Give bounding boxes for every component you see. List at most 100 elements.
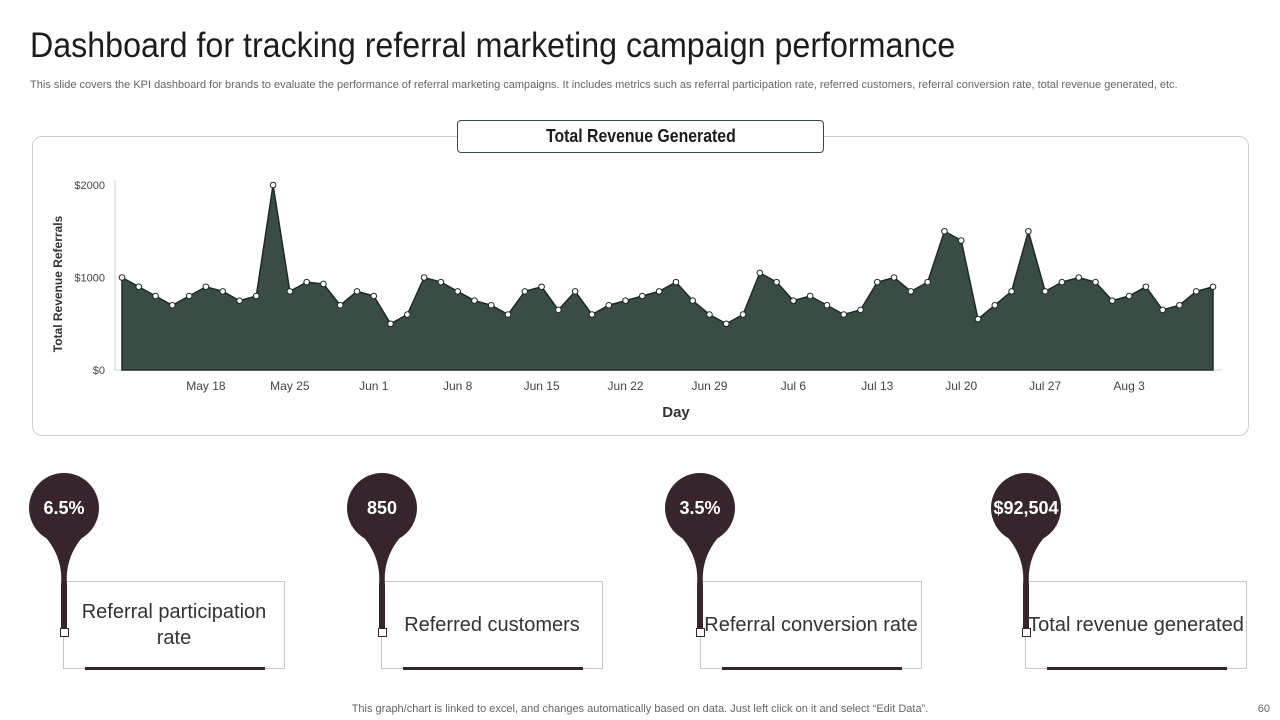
data-point[interactable] — [588, 311, 596, 318]
data-point[interactable] — [370, 292, 378, 300]
data-point[interactable] — [454, 288, 461, 295]
data-point[interactable] — [790, 297, 797, 304]
data-point[interactable] — [874, 278, 881, 286]
kpi-underline — [403, 667, 583, 670]
data-point[interactable] — [655, 288, 663, 295]
data-point[interactable] — [1058, 278, 1066, 286]
data-point[interactable] — [756, 269, 764, 277]
data-point[interactable] — [487, 301, 495, 309]
data-point[interactable] — [320, 280, 327, 288]
kpi-label-box: Total revenue generated — [1025, 581, 1247, 669]
chart-panel — [32, 136, 1249, 436]
data-point[interactable] — [437, 278, 445, 286]
data-point[interactable] — [1125, 292, 1133, 300]
data-point[interactable] — [353, 288, 361, 295]
chart-title: Total Revenue Generated — [545, 126, 736, 146]
kpi-label: Referral participation rate — [81, 601, 267, 649]
pin-stem-icon — [995, 525, 1057, 631]
data-point[interactable] — [504, 311, 512, 318]
data-point[interactable] — [890, 274, 898, 281]
data-point[interactable] — [471, 297, 478, 304]
x-axis-title: Day — [662, 404, 690, 421]
y-tick-label: $1000 — [74, 273, 105, 285]
kpi-label: Referral conversion rate — [704, 614, 918, 636]
data-point[interactable] — [840, 311, 848, 318]
pin-stem-icon — [351, 525, 413, 631]
data-point[interactable] — [420, 274, 428, 281]
data-point[interactable] — [639, 292, 646, 300]
y-tick-label: $0 — [93, 365, 105, 377]
data-point[interactable] — [521, 288, 529, 295]
data-point[interactable] — [286, 288, 294, 295]
data-point[interactable] — [1142, 283, 1150, 291]
data-point[interactable] — [236, 297, 243, 304]
data-point[interactable] — [722, 320, 730, 328]
data-point[interactable] — [857, 306, 864, 314]
data-point[interactable] — [1008, 288, 1015, 295]
data-point[interactable] — [1025, 227, 1032, 235]
x-tick-label: Jun 22 — [608, 379, 644, 393]
kpi-value: $92,504 — [993, 497, 1059, 518]
data-point[interactable] — [118, 274, 126, 281]
kpi-label-box: Referral participation rate — [63, 581, 285, 669]
kpi-value-circle: 3.5% — [665, 473, 735, 543]
data-point[interactable] — [622, 297, 629, 304]
revenue-area-series[interactable] — [121, 184, 1214, 371]
data-point[interactable] — [387, 320, 394, 328]
data-point[interactable] — [823, 301, 831, 309]
data-point[interactable] — [957, 237, 965, 244]
data-point[interactable] — [571, 288, 579, 295]
data-point[interactable] — [1176, 301, 1183, 309]
data-point[interactable] — [538, 283, 545, 291]
data-point[interactable] — [974, 315, 982, 323]
kpi-label: Total revenue generated — [1028, 614, 1244, 636]
data-point[interactable] — [672, 278, 680, 286]
x-tick-label: Jun 29 — [691, 379, 727, 393]
data-point[interactable] — [773, 278, 780, 286]
page-subtitle: This slide covers the KPI dashboard for … — [30, 79, 1178, 91]
kpi-label-box: Referral conversion rate — [700, 581, 922, 669]
data-point[interactable] — [252, 292, 260, 300]
data-point[interactable] — [1041, 288, 1049, 295]
data-point[interactable] — [169, 301, 176, 309]
y-tick-label: $2000 — [74, 180, 105, 192]
data-point[interactable] — [924, 278, 931, 286]
data-point[interactable] — [269, 181, 277, 189]
x-tick-label: May 25 — [270, 379, 310, 393]
data-point[interactable] — [739, 311, 747, 318]
data-point[interactable] — [1075, 274, 1083, 281]
data-point[interactable] — [991, 301, 999, 309]
data-point[interactable] — [135, 283, 143, 291]
data-point[interactable] — [152, 292, 159, 300]
kpi-node — [60, 628, 69, 637]
kpi-value-circle: 6.5% — [29, 473, 99, 543]
data-point[interactable] — [336, 301, 344, 309]
x-tick-label: Jul 20 — [945, 379, 977, 393]
x-tick-label: Jul 6 — [781, 379, 807, 393]
data-point[interactable] — [185, 292, 193, 300]
data-point[interactable] — [1108, 297, 1116, 304]
data-point[interactable] — [1209, 283, 1217, 291]
kpi-node — [1022, 628, 1031, 637]
kpi-value: 6.5% — [43, 497, 85, 518]
data-point[interactable] — [1159, 306, 1166, 314]
x-tick-label: Jul 13 — [861, 379, 893, 393]
data-point[interactable] — [555, 306, 562, 314]
data-point[interactable] — [941, 227, 948, 235]
kpi-underline — [1047, 667, 1227, 670]
data-point[interactable] — [303, 278, 310, 286]
data-point[interactable] — [202, 283, 210, 291]
data-point[interactable] — [605, 301, 613, 309]
data-point[interactable] — [706, 311, 713, 318]
kpi-value: 3.5% — [679, 497, 721, 518]
x-tick-label: Jun 15 — [524, 379, 560, 393]
chart-title-box: Total Revenue Generated — [457, 120, 824, 153]
data-point[interactable] — [404, 311, 411, 318]
data-point[interactable] — [219, 288, 227, 295]
data-point[interactable] — [806, 292, 814, 300]
data-point[interactable] — [1192, 288, 1200, 295]
data-point[interactable] — [689, 297, 696, 304]
data-point[interactable] — [907, 288, 915, 295]
data-point[interactable] — [1092, 278, 1099, 286]
